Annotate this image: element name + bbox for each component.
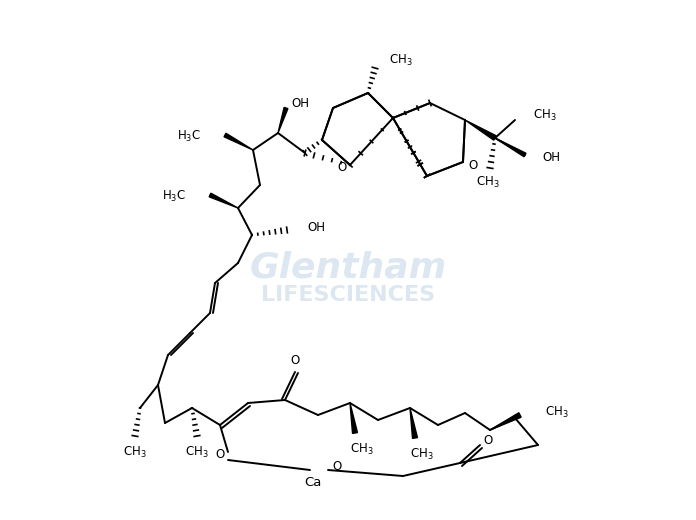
Polygon shape [209, 193, 238, 208]
Text: CH$_3$: CH$_3$ [476, 174, 500, 190]
Text: CH$_3$: CH$_3$ [533, 108, 557, 123]
Text: O: O [338, 161, 347, 174]
Text: O: O [215, 448, 225, 462]
Text: H$_3$C: H$_3$C [177, 128, 201, 144]
Polygon shape [278, 108, 288, 133]
Text: H$_3$C: H$_3$C [162, 188, 186, 203]
Polygon shape [495, 138, 526, 157]
Text: CH$_3$: CH$_3$ [185, 445, 209, 460]
Text: OH: OH [542, 150, 560, 163]
Text: O: O [484, 434, 493, 447]
Text: O: O [468, 159, 477, 172]
Text: Ca: Ca [304, 476, 322, 489]
Text: OH: OH [291, 97, 309, 110]
Text: O: O [332, 461, 341, 474]
Text: LIFESCIENCES: LIFESCIENCES [261, 285, 435, 305]
Text: CH$_3$: CH$_3$ [545, 405, 569, 420]
Polygon shape [350, 403, 358, 433]
Text: CH$_3$: CH$_3$ [123, 445, 147, 460]
Text: CH$_3$: CH$_3$ [410, 447, 434, 462]
Text: OH: OH [307, 220, 325, 233]
Text: CH$_3$: CH$_3$ [389, 53, 413, 68]
Polygon shape [490, 413, 521, 430]
Polygon shape [465, 120, 496, 140]
Text: O: O [290, 355, 299, 368]
Text: CH$_3$: CH$_3$ [350, 441, 374, 457]
Polygon shape [224, 133, 253, 150]
Polygon shape [410, 408, 418, 438]
Text: Glentham: Glentham [249, 251, 447, 285]
